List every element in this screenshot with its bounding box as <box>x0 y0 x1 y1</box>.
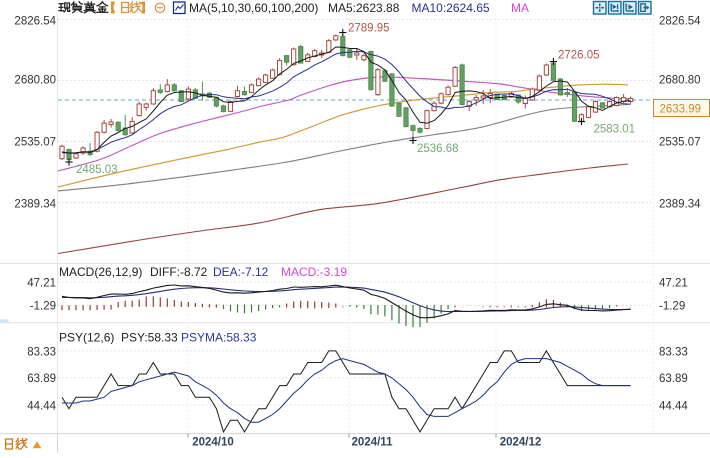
svg-text:2680.80: 2680.80 <box>659 75 701 87</box>
svg-text:83.33: 83.33 <box>27 347 56 359</box>
svg-text:MA: MA <box>511 1 529 15</box>
svg-text:2485.03: 2485.03 <box>76 164 118 176</box>
svg-text:2024/12: 2024/12 <box>500 436 542 448</box>
svg-text:MACD:-3.19: MACD:-3.19 <box>281 265 347 279</box>
svg-text:44.44: 44.44 <box>659 400 688 412</box>
svg-text:44.44: 44.44 <box>27 400 56 412</box>
svg-text:-1.29: -1.29 <box>30 300 56 312</box>
svg-text:2024/11: 2024/11 <box>352 436 394 448</box>
svg-text:47.21: 47.21 <box>659 277 688 289</box>
svg-text:2726.05: 2726.05 <box>558 49 600 61</box>
svg-text:2789.95: 2789.95 <box>348 22 390 34</box>
svg-text:DEA:-7.12: DEA:-7.12 <box>213 265 269 279</box>
svg-text:MA(5,10,30,60,100,200): MA(5,10,30,60,100,200) <box>189 1 318 15</box>
svg-text:2826.54: 2826.54 <box>659 15 701 27</box>
svg-text:2024/10: 2024/10 <box>192 436 234 448</box>
svg-text:2389.34: 2389.34 <box>14 198 56 210</box>
svg-text:DIFF:-8.72: DIFF:-8.72 <box>150 265 208 279</box>
svg-text:47.21: 47.21 <box>27 277 56 289</box>
svg-text:83.33: 83.33 <box>659 347 688 359</box>
svg-text:-1.29: -1.29 <box>659 300 685 312</box>
svg-text:2680.80: 2680.80 <box>14 75 56 87</box>
svg-text:PSY(12,6): PSY(12,6) <box>59 331 114 345</box>
svg-text:2633.99: 2633.99 <box>660 103 702 115</box>
svg-text:63.89: 63.89 <box>659 373 688 385</box>
svg-text:2583.01: 2583.01 <box>594 123 636 135</box>
svg-text:MACD(26,12,9): MACD(26,12,9) <box>59 265 142 279</box>
svg-text:2389.34: 2389.34 <box>659 198 701 210</box>
svg-text:MA5:2623.88: MA5:2623.88 <box>328 1 400 15</box>
svg-text:2535.07: 2535.07 <box>659 136 701 148</box>
svg-text:2826.54: 2826.54 <box>14 15 56 27</box>
svg-text:PSY:58.33: PSY:58.33 <box>121 331 178 345</box>
svg-text:2535.07: 2535.07 <box>14 136 56 148</box>
svg-text:MA10:2624.65: MA10:2624.65 <box>412 1 490 15</box>
svg-text:PSYMA:58.33: PSYMA:58.33 <box>181 331 257 345</box>
svg-text:63.89: 63.89 <box>27 373 56 385</box>
svg-text:2536.68: 2536.68 <box>417 143 459 155</box>
